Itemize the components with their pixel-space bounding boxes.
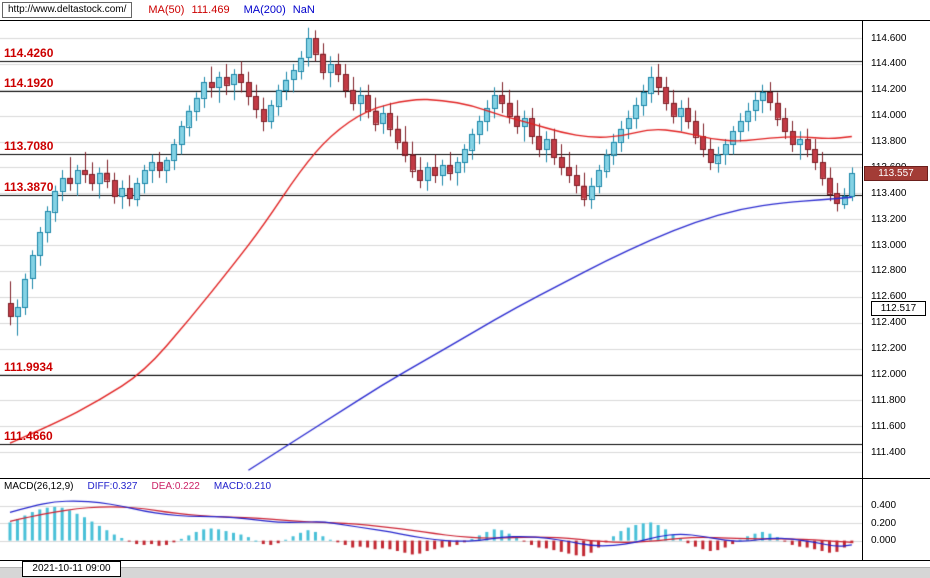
price-level-label: 114.4260 — [4, 45, 54, 60]
ma50-legend: MA(50) 111.469 — [148, 4, 229, 16]
macd-axis-tick: 0.200 — [871, 517, 897, 529]
macd-macd-value: MACD:0.210 — [213, 481, 272, 492]
price-axis-tick: 111.400 — [871, 446, 906, 458]
price-axis-tick: 114.200 — [871, 84, 907, 96]
price-level-label: 113.3870 — [4, 180, 54, 195]
price-axis-tick: 112.800 — [871, 265, 907, 277]
axis-separator-line — [862, 20, 863, 560]
time-axis-date-label: 2021-10-11 09:00 — [22, 561, 121, 577]
ma50-value: 111.469 — [191, 4, 230, 16]
price-axis-tick: 111.800 — [871, 394, 906, 406]
secondary-price-tag: 112.517 — [871, 300, 926, 316]
bottom-divider-line — [0, 560, 930, 561]
price-axis-tick: 114.600 — [871, 32, 907, 44]
macd-axis-tick: 0.000 — [871, 535, 897, 547]
price-axis-tick: 114.000 — [871, 110, 907, 122]
panel-divider-line — [0, 478, 930, 479]
deltastock-url[interactable]: http://www.deltastock.com/ — [2, 2, 133, 18]
price-chart-canvas[interactable] — [0, 20, 862, 478]
horizontal-scrollbar[interactable] — [0, 567, 930, 578]
price-axis-tick: 113.000 — [871, 239, 907, 251]
price-axis-tick: 113.200 — [871, 213, 907, 225]
macd-diff-value: DIFF:0.327 — [87, 481, 138, 492]
ma200-label: MA(200) — [243, 4, 286, 16]
price-axis-tick: 114.400 — [871, 58, 907, 70]
price-level-label: 114.1920 — [4, 75, 54, 90]
macd-axis-tick: 0.400 — [871, 500, 897, 512]
price-axis-tick: 113.800 — [871, 136, 907, 148]
price-axis-tick: 112.400 — [871, 317, 907, 329]
price-axis-tick: 111.600 — [871, 420, 906, 432]
price-level-label: 111.4660 — [4, 428, 53, 443]
ma200-value: NaN — [292, 4, 315, 16]
ma200-legend: MA(200) NaN — [244, 4, 315, 16]
macd-header: MACD(26,12,9) DIFF:0.327 DEA:0.222 MACD:… — [4, 481, 271, 492]
macd-indicator-label: MACD(26,12,9) — [4, 481, 74, 492]
ma50-label: MA(50) — [148, 4, 185, 16]
chart-header: http://www.deltastock.com/ MA(50) 111.469… — [0, 0, 930, 20]
macd-chart-canvas[interactable] — [0, 497, 862, 560]
macd-dea-value: DEA:0.222 — [151, 481, 200, 492]
last-price-tag: 113.557 — [864, 166, 928, 182]
price-axis-tick: 112.200 — [871, 343, 907, 355]
price-axis-tick: 113.400 — [871, 187, 907, 199]
price-axis-tick: 112.000 — [871, 368, 907, 380]
price-level-label: 113.7080 — [4, 138, 54, 153]
price-level-label: 111.9934 — [4, 360, 53, 375]
price-axis-tick: 112.600 — [871, 291, 907, 303]
